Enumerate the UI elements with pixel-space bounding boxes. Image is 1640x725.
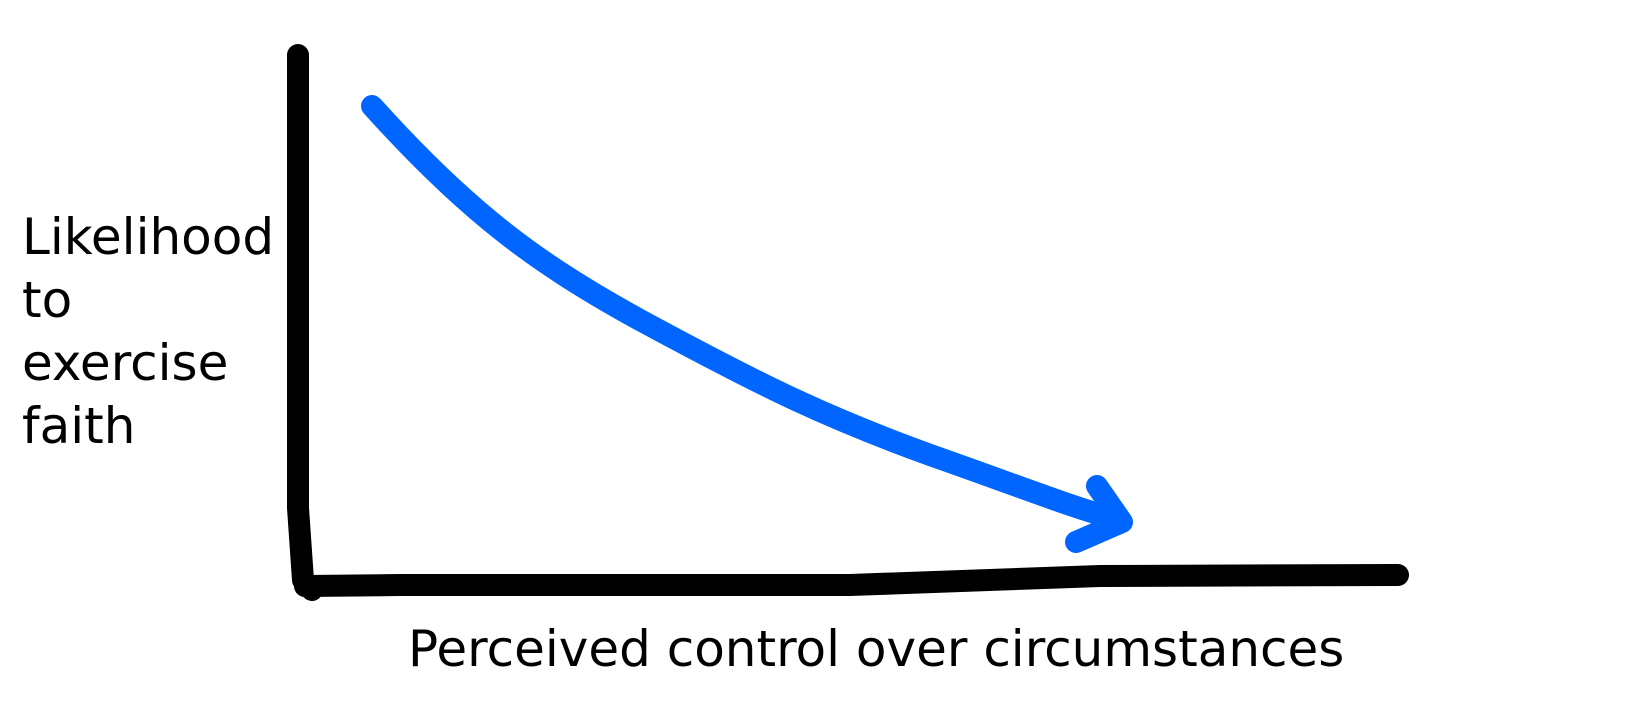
x-axis-line — [294, 564, 1409, 597]
y-axis-label-line: Likelihood — [22, 208, 275, 266]
y-axis-label: Likelihood to exercise faith — [22, 206, 274, 458]
trend-arrow-line — [361, 95, 1131, 531]
y-axis-label-line: exercise — [22, 334, 229, 392]
trend-arrowhead — [1065, 475, 1133, 553]
x-axis-label: Perceived control over circumstances — [408, 620, 1345, 678]
y-axis-line — [287, 44, 323, 601]
y-axis-label-line: faith — [22, 397, 136, 455]
y-axis-label-line: to — [22, 271, 73, 329]
